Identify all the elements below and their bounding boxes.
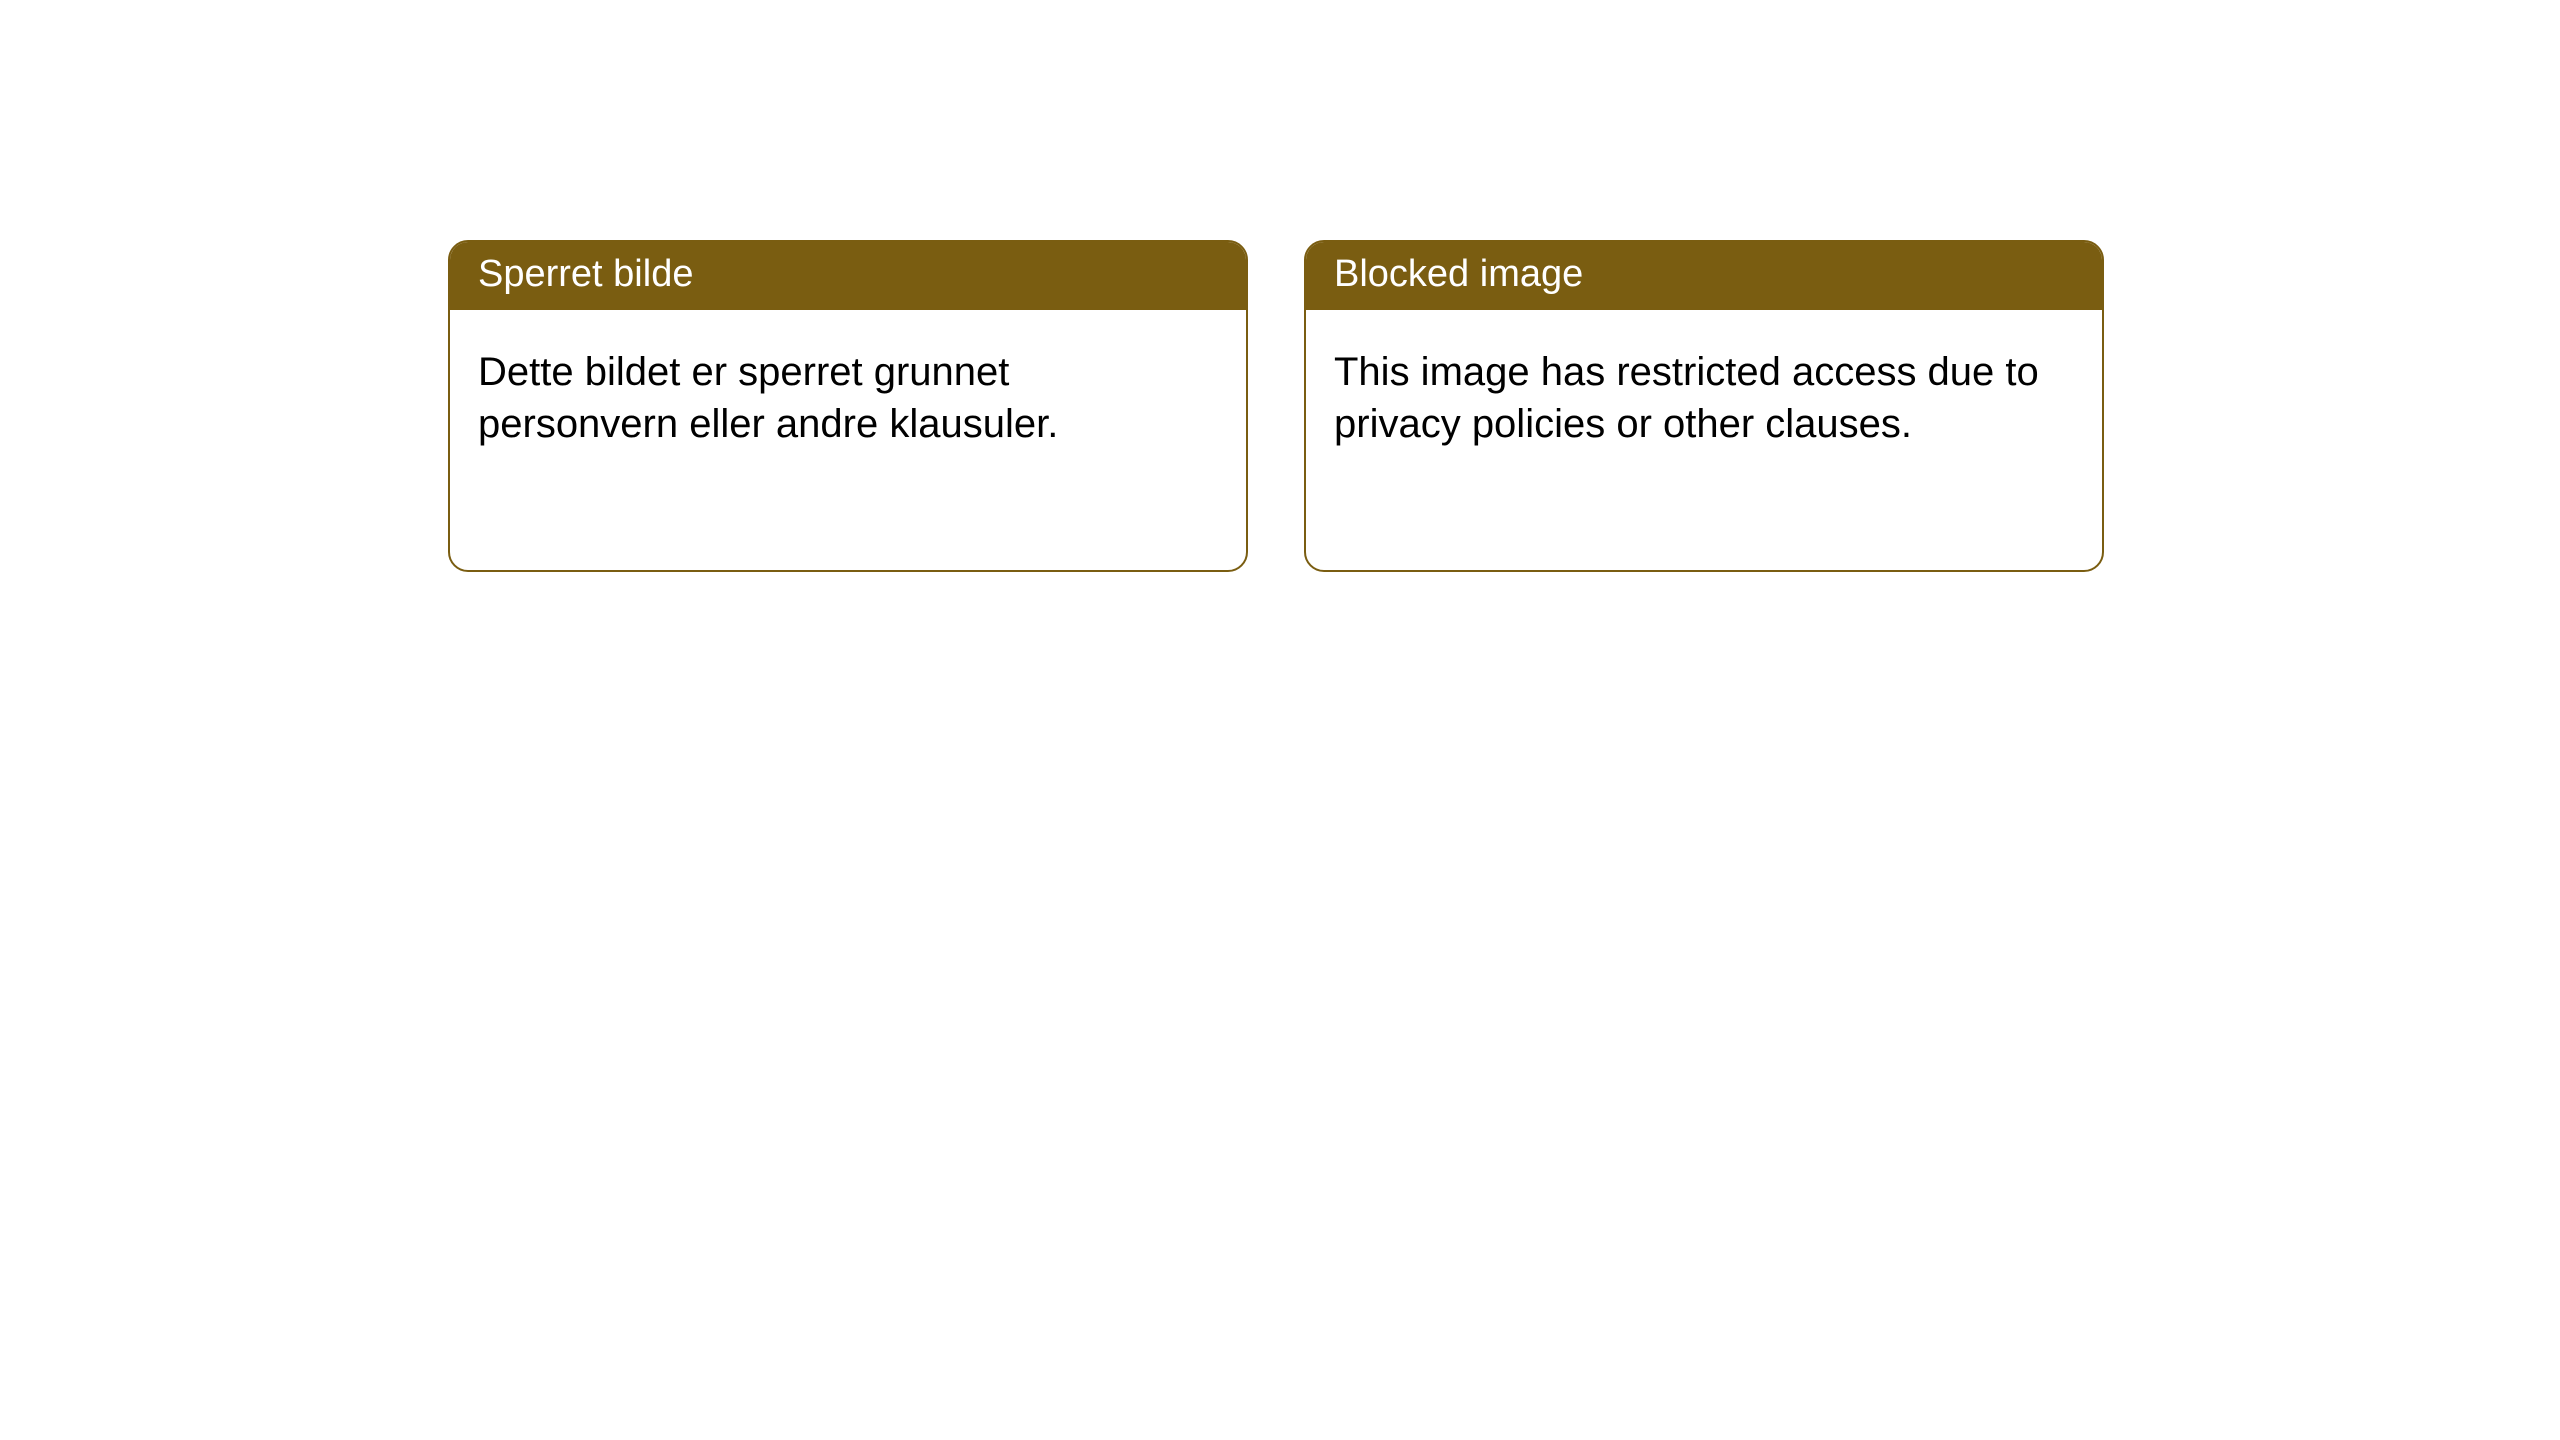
card-body: Dette bildet er sperret grunnet personve… bbox=[450, 310, 1246, 486]
blocked-image-card-en: Blocked image This image has restricted … bbox=[1304, 240, 2104, 572]
card-title: Blocked image bbox=[1334, 253, 1583, 295]
card-header: Sperret bilde bbox=[450, 242, 1246, 310]
card-message: This image has restricted access due to … bbox=[1334, 350, 2039, 446]
notice-container: Sperret bilde Dette bildet er sperret gr… bbox=[448, 240, 2104, 572]
blocked-image-card-no: Sperret bilde Dette bildet er sperret gr… bbox=[448, 240, 1248, 572]
card-title: Sperret bilde bbox=[478, 253, 693, 295]
card-header: Blocked image bbox=[1306, 242, 2102, 310]
card-message: Dette bildet er sperret grunnet personve… bbox=[478, 350, 1058, 446]
card-body: This image has restricted access due to … bbox=[1306, 310, 2102, 486]
